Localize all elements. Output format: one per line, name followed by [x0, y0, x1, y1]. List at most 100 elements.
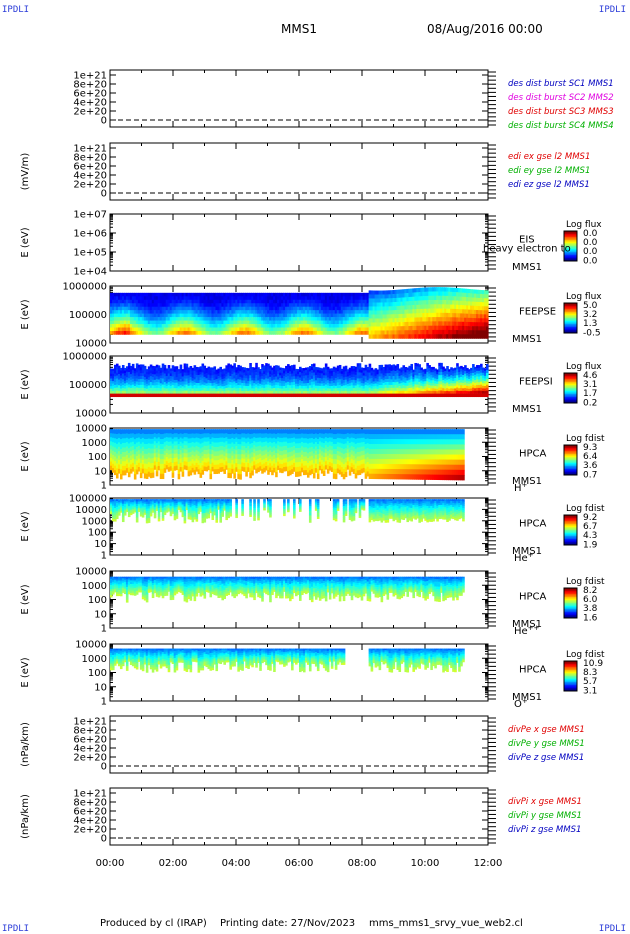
spectrogram-cell — [302, 292, 306, 297]
y-tick-label: 8e+20 — [73, 80, 107, 91]
spectrogram-cell — [151, 327, 155, 332]
spectrogram-cell — [207, 330, 211, 335]
spectrogram-cell — [121, 364, 125, 369]
spectrogram-cell — [291, 299, 294, 304]
spectrogram-cell — [247, 306, 250, 311]
colorbar-step — [564, 247, 577, 250]
y-tick-label: 100000 — [69, 380, 107, 391]
spectrogram-cell — [257, 320, 260, 325]
spectrogram-cell — [177, 313, 181, 318]
instrument-label: FEEPSI — [519, 377, 553, 388]
spectrogram-cell — [157, 296, 161, 301]
spectrogram-cell — [125, 330, 129, 335]
spectrogram-cell — [147, 303, 151, 307]
spectrogram-cell — [287, 327, 290, 332]
y-axis-label: E (eV) — [20, 227, 31, 257]
spectrogram-cell — [117, 320, 121, 325]
spectrogram-cell — [149, 317, 153, 321]
colorbar-step — [564, 244, 577, 247]
spectrogram-cell — [121, 327, 125, 332]
spectrogram-cell — [227, 303, 230, 307]
spectrogram-cell — [219, 330, 223, 335]
spectrogram-cell — [221, 320, 224, 325]
spectrogram-cell — [203, 320, 207, 325]
spectrogram-cell — [281, 317, 284, 321]
spectrogram-cell — [171, 320, 175, 325]
spectrogram-cell — [127, 320, 131, 325]
spectrogram-cell — [215, 303, 219, 307]
spectrogram-cell — [295, 324, 298, 328]
spectrogram-cell — [302, 303, 306, 307]
spectrogram-cell — [259, 296, 262, 301]
spectrogram-cell — [123, 310, 127, 314]
spectrogram-cell — [245, 292, 248, 297]
spectrogram-cell — [193, 320, 197, 325]
spectrogram-cell — [251, 306, 254, 311]
spectrogram-cell — [237, 324, 240, 328]
spectrogram-cell — [297, 299, 300, 304]
panel-4 — [109, 285, 578, 344]
spectrogram-cell — [153, 296, 157, 301]
spectrogram-cell — [185, 317, 189, 321]
spectrogram-cell — [247, 310, 250, 314]
spectrogram-cell — [223, 303, 226, 307]
spectrogram-cell — [265, 313, 268, 318]
spectrogram-cell — [219, 310, 223, 314]
spectrogram-cell — [195, 317, 199, 321]
spectrogram-cell — [297, 296, 300, 301]
spectrogram-cell — [219, 296, 223, 301]
spectrogram-cell — [185, 324, 189, 328]
spectrogram-cell — [261, 303, 264, 307]
spectrogram-cell — [291, 313, 294, 318]
spectrogram-cell — [239, 330, 242, 335]
spectrogram-cell — [299, 320, 302, 325]
spectrogram-cell — [306, 327, 310, 332]
spectrogram-cell — [283, 306, 286, 311]
spectrogram-cell — [193, 306, 197, 311]
spectrogram-cell — [169, 320, 173, 325]
spectrogram-cell — [299, 330, 302, 335]
spectrogram-cell — [231, 310, 234, 314]
y-tick-label: 1e+21 — [73, 144, 107, 155]
spectrogram-cell — [247, 320, 250, 325]
spectrogram-cell — [273, 317, 276, 321]
spectrogram-cell — [271, 313, 274, 318]
y-tick-label: 1e+21 — [73, 71, 107, 82]
spectrogram-cell — [219, 320, 223, 325]
spectrogram-cell — [211, 303, 215, 307]
spectrogram-cell — [161, 296, 165, 301]
spectrogram-cell — [486, 367, 489, 371]
spectrogram-cell — [185, 363, 189, 367]
panel-1 — [109, 69, 496, 128]
spectrogram-cell — [179, 292, 183, 297]
spectrogram-cell — [217, 296, 221, 301]
spectrogram-cell — [127, 324, 131, 328]
spectrogram-cell — [183, 324, 187, 328]
spectrogram-cell — [141, 330, 145, 335]
spectrogram-cell — [259, 299, 262, 304]
spectrogram-cell — [195, 327, 199, 332]
spectrogram-cell — [203, 317, 207, 321]
spectrogram-cell — [209, 303, 213, 307]
spectrogram-cell — [199, 324, 203, 328]
spectrogram-cell — [149, 310, 153, 314]
spectrogram-cell — [141, 317, 145, 321]
spectrogram-cell — [235, 310, 238, 314]
spectrogram-cell — [135, 306, 139, 311]
spectrogram-cell — [127, 317, 131, 321]
spectrogram-cell — [133, 299, 137, 304]
colorbar-step — [564, 235, 577, 238]
colorbar-step — [564, 241, 577, 244]
spectrogram-cell — [139, 313, 143, 318]
spectrogram-cell — [271, 317, 274, 321]
spectrogram-cell — [255, 330, 258, 335]
spectrogram-cell — [171, 330, 175, 335]
spectrogram-cell — [205, 303, 209, 307]
spectrogram-cell — [291, 330, 294, 335]
spectrogram-cell — [235, 296, 238, 301]
spectrogram-cell — [257, 324, 260, 328]
spectrogram-cell — [269, 330, 272, 335]
spectrogram-cell — [153, 327, 157, 332]
spectrogram-cell — [145, 324, 149, 328]
